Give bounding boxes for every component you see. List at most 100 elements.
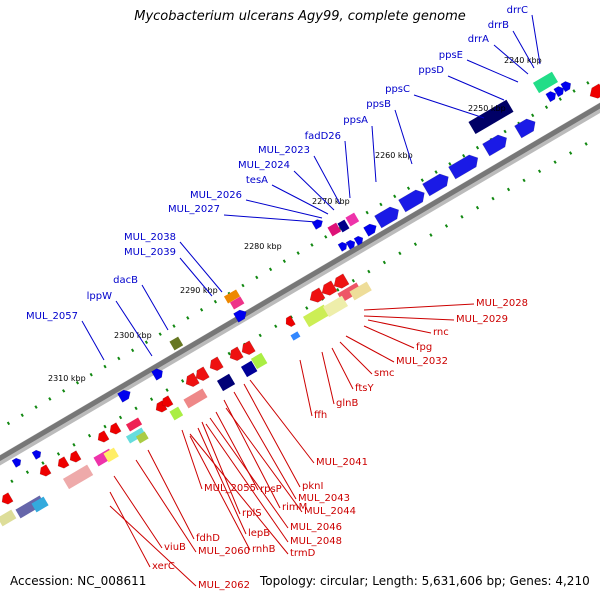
leader-line-reverse [197, 427, 247, 535]
leader-line-reverse [367, 319, 432, 334]
gc-dot [558, 97, 562, 101]
gc-dot [41, 461, 45, 465]
reverse-gene-c0 [155, 400, 168, 413]
gene-mul2028 [337, 282, 362, 303]
kbp-tick-label: 2240 kbp [504, 56, 542, 65]
gene-label-forward: MUL_2027 [168, 204, 220, 215]
kbp-tick-label: 2270 kbp [312, 197, 350, 206]
gene-pknI [240, 360, 258, 378]
gene-mul2026 [337, 219, 350, 233]
reverse-gene-b2-shape [209, 356, 224, 372]
gc-dot [296, 251, 300, 255]
gene-label-forward: drrA [468, 34, 489, 45]
genes-label: Genes: [509, 574, 552, 588]
gene-mul2046 [183, 388, 208, 409]
gene-mul2029 [349, 281, 372, 301]
gene-smc [302, 304, 330, 328]
gene-label-forward: fadD26 [305, 131, 341, 142]
reverse-gene-1 [321, 280, 338, 296]
gene-rplS [169, 406, 184, 421]
reverse-gene-b3 [185, 372, 200, 388]
reverse-gene-b1-shape [241, 340, 256, 356]
forward-gene-4-shape [482, 134, 507, 157]
reverse-gene-d0-shape [97, 430, 110, 443]
gc-dot [62, 389, 66, 393]
leader-line-forward [81, 320, 105, 361]
gene-label-reverse: MUL_2062 [198, 580, 250, 591]
leader-line-forward [413, 94, 485, 119]
small-forward-2 [353, 235, 364, 246]
gc-dot [165, 388, 169, 392]
gene-label-reverse: rimM [282, 502, 307, 513]
forward-gene-0 [374, 206, 399, 229]
reverse-gene-d0 [97, 430, 110, 443]
gene-label-forward: MUL_2026 [190, 190, 242, 201]
reverse-gene-e1 [69, 450, 82, 463]
gene-mul2041 [216, 373, 236, 392]
leader-line-forward [394, 109, 413, 165]
genome-backbone [0, 102, 600, 466]
forward-gene-left2 [11, 457, 22, 468]
gene-label-reverse: MUL_2055 [204, 483, 256, 494]
gc-dot [379, 202, 383, 207]
gene-label-reverse: viuB [164, 542, 186, 553]
gene-label-reverse: rnhB [252, 544, 276, 555]
gene-label-forward: tesA [246, 175, 268, 186]
gene-label-forward: ppsD [418, 65, 444, 76]
gene-smc-shape [302, 304, 330, 328]
gc-dot [199, 308, 204, 312]
reverse-gene-0-shape [309, 287, 326, 303]
gene-viuB [62, 464, 94, 490]
gene-mul2062 [31, 496, 49, 513]
gc-dot [324, 235, 328, 239]
gene-mul2026-shape [337, 219, 350, 233]
reverse-gene-ffh-shape [285, 315, 296, 327]
gc-dot [25, 470, 30, 474]
gene-mul2041-shape [216, 373, 236, 392]
gc-dot [393, 194, 397, 199]
leader-line-forward [447, 75, 505, 101]
length-value: 5,631,606 bp [421, 574, 502, 588]
forward-gene-5 [514, 118, 536, 139]
gc-dot [227, 351, 231, 356]
kbp-tick-label: 2300 kbp [114, 331, 152, 340]
forward-gene-left [31, 449, 42, 460]
gene-mul2043-shape [250, 352, 268, 370]
gene-label-reverse: trmD [290, 548, 316, 559]
leader-line-reverse [109, 505, 197, 587]
gc-dot [413, 242, 418, 246]
forward-gene-4 [482, 134, 507, 157]
gc-dot [87, 433, 92, 438]
reverse-gene-b0-shape [229, 346, 244, 362]
leader-line-reverse [345, 335, 395, 363]
gc-dot [429, 233, 433, 237]
leader-line-reverse [363, 325, 415, 349]
leader-line-reverse [249, 379, 315, 464]
gc-dot [213, 299, 218, 304]
gene-label-reverse: ffh [314, 410, 327, 421]
leader-line-forward [141, 284, 169, 331]
forward-gene-2 [422, 173, 449, 197]
leader-line-forward [179, 241, 223, 293]
forward-gene-lppW [151, 368, 163, 381]
gene-mul2046-shape [183, 388, 208, 409]
gene-label-forward: MUL_2057 [26, 311, 78, 322]
gene-dacB-shape [169, 336, 184, 351]
leader-line-forward [344, 140, 351, 199]
gc-dot [506, 187, 511, 192]
gc-dot [434, 170, 438, 174]
forward-gene-left-shape [31, 449, 42, 460]
gene-label-forward: MUL_2039 [124, 247, 176, 258]
reverse-gene-b4 [195, 366, 210, 382]
forward-gene-3-shape [448, 154, 479, 180]
reverse-gene-e0 [57, 456, 70, 469]
gc-dot [522, 178, 526, 183]
gene-trmD-shape [135, 431, 149, 444]
gene-label-reverse: MUL_2044 [304, 506, 356, 517]
leader-line-reverse [189, 435, 251, 551]
leader-line-reverse [109, 491, 151, 568]
forward-gene-mid [363, 223, 377, 237]
drr-arrow-2 [560, 81, 572, 93]
